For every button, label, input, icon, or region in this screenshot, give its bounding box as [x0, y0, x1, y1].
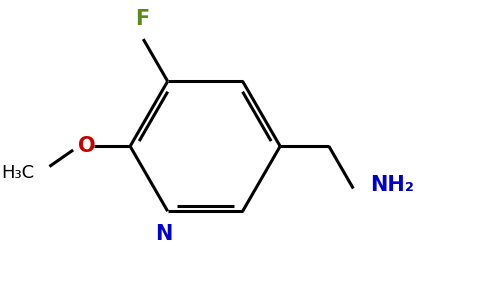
Text: F: F — [135, 9, 149, 28]
Text: N: N — [155, 224, 173, 244]
Text: O: O — [78, 136, 95, 156]
Text: NH₂: NH₂ — [370, 175, 414, 195]
Text: H₃C: H₃C — [1, 164, 34, 181]
